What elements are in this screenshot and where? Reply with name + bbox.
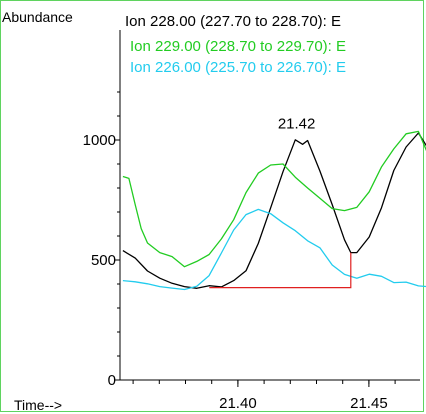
y-axis-label: Abundance <box>2 9 73 25</box>
y-tick-label: 1000 <box>83 132 116 149</box>
y-tick-label: 0 <box>108 372 116 389</box>
axes <box>119 30 420 381</box>
tick-labels: 0 500 1000 21.40 21.45 <box>83 132 388 412</box>
x-tick-label: 21.40 <box>219 395 257 412</box>
series-line-ion-229 <box>122 130 426 268</box>
legend-entry-ion-226: Ion 226.00 (225.70 to 226.70): E <box>130 59 346 76</box>
series-layer <box>122 130 426 291</box>
legend-entry-ion-228: Ion 228.00 (227.70 to 228.70): E <box>125 13 341 30</box>
x-tick-label: 21.45 <box>350 395 388 412</box>
ticks <box>114 91 396 387</box>
peak-label: 21.42 <box>278 115 316 132</box>
legend-entry-ion-229: Ion 229.00 (228.70 to 229.70): E <box>130 38 346 55</box>
legend: Ion 228.00 (227.70 to 228.70): E Ion 229… <box>125 13 346 76</box>
baseline-layer <box>209 252 352 289</box>
integration-baseline <box>209 252 352 289</box>
x-axis-label: Time--> <box>14 397 62 413</box>
series-line-ion-228 <box>122 132 426 289</box>
y-tick-label: 500 <box>91 252 116 269</box>
series-line-ion-226 <box>122 208 426 291</box>
